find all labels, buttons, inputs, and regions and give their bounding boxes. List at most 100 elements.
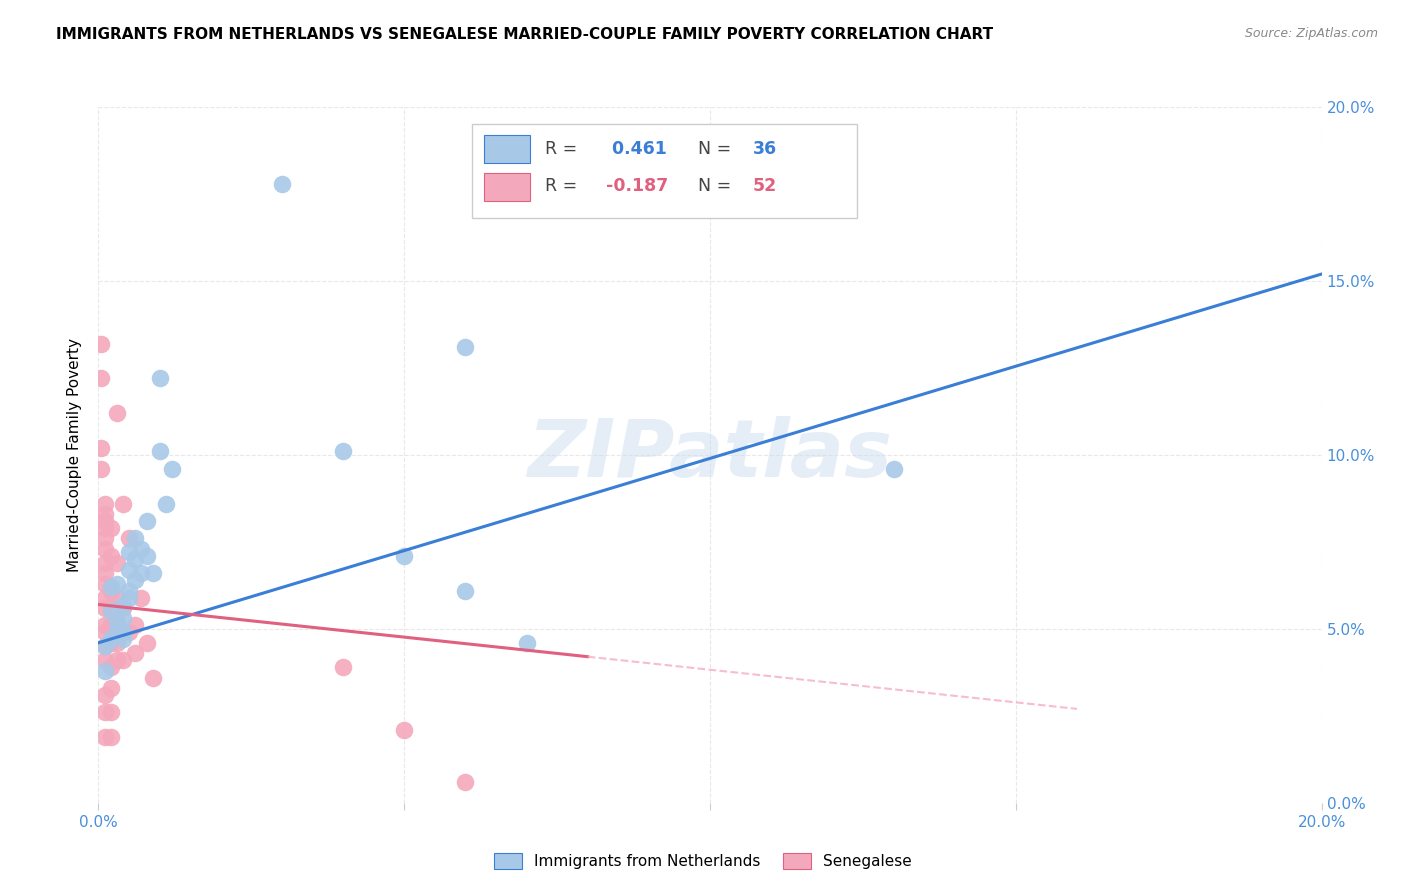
- Point: [93, 521, 115, 535]
- Point: [93, 618, 115, 632]
- Point: [93, 688, 115, 702]
- Point: [111, 601, 134, 615]
- Point: [155, 497, 177, 511]
- Point: [93, 507, 115, 521]
- Point: [100, 632, 122, 647]
- Point: [105, 636, 128, 650]
- Point: [105, 556, 128, 570]
- Text: R =: R =: [546, 177, 582, 194]
- Point: [118, 591, 141, 605]
- Point: [124, 573, 146, 587]
- Point: [105, 576, 128, 591]
- Point: [111, 625, 134, 640]
- Y-axis label: Married-Couple Family Poverty: Married-Couple Family Poverty: [67, 338, 83, 572]
- Point: [392, 549, 416, 563]
- Text: 0.461: 0.461: [606, 140, 666, 158]
- Point: [90, 462, 112, 476]
- Point: [93, 532, 115, 546]
- Point: [111, 625, 134, 640]
- Text: 52: 52: [752, 177, 778, 194]
- Point: [142, 566, 165, 581]
- Point: [90, 336, 112, 351]
- Point: [883, 462, 905, 476]
- Point: [118, 563, 141, 577]
- Point: [392, 723, 416, 737]
- Point: [100, 601, 122, 615]
- Point: [111, 632, 134, 647]
- Text: Source: ZipAtlas.com: Source: ZipAtlas.com: [1244, 27, 1378, 40]
- Point: [100, 549, 122, 563]
- Point: [111, 611, 134, 625]
- Point: [93, 566, 115, 581]
- Point: [100, 681, 122, 695]
- Point: [129, 591, 152, 605]
- Point: [149, 371, 172, 385]
- Bar: [471, 124, 856, 219]
- Point: [93, 556, 115, 570]
- Point: [93, 497, 115, 511]
- Point: [454, 583, 477, 598]
- Text: IMMIGRANTS FROM NETHERLANDS VS SENEGALESE MARRIED-COUPLE FAMILY POVERTY CORRELAT: IMMIGRANTS FROM NETHERLANDS VS SENEGALES…: [56, 27, 994, 42]
- Point: [93, 625, 115, 640]
- Point: [136, 514, 159, 528]
- Bar: [484, 173, 530, 201]
- Text: N =: N =: [697, 140, 737, 158]
- Point: [454, 340, 477, 354]
- Point: [118, 583, 141, 598]
- Point: [93, 653, 115, 667]
- Point: [100, 580, 122, 594]
- Point: [111, 598, 134, 612]
- Point: [332, 660, 354, 674]
- Point: [668, 201, 690, 215]
- Point: [100, 660, 122, 674]
- Point: [129, 566, 152, 581]
- Point: [100, 730, 122, 744]
- Point: [93, 730, 115, 744]
- Point: [516, 636, 538, 650]
- Point: [100, 605, 122, 619]
- Point: [93, 639, 115, 653]
- Point: [100, 521, 122, 535]
- Point: [118, 625, 141, 640]
- Text: 36: 36: [752, 140, 778, 158]
- Point: [118, 545, 141, 559]
- Point: [100, 636, 122, 650]
- Text: -0.187: -0.187: [606, 177, 668, 194]
- Point: [105, 406, 128, 420]
- Point: [332, 444, 354, 458]
- Point: [105, 625, 128, 640]
- Point: [105, 653, 128, 667]
- Point: [124, 618, 146, 632]
- Point: [124, 646, 146, 660]
- Point: [129, 541, 152, 556]
- Point: [93, 664, 115, 678]
- Point: [93, 576, 115, 591]
- Point: [100, 706, 122, 720]
- Point: [93, 706, 115, 720]
- Point: [100, 618, 122, 632]
- Point: [90, 441, 112, 455]
- Text: ZIPatlas: ZIPatlas: [527, 416, 893, 494]
- Point: [270, 177, 292, 191]
- Point: [124, 532, 146, 546]
- Point: [93, 601, 115, 615]
- Point: [136, 636, 159, 650]
- Point: [105, 591, 128, 605]
- Point: [160, 462, 183, 476]
- Point: [93, 514, 115, 528]
- Point: [93, 591, 115, 605]
- Point: [136, 549, 159, 563]
- Point: [93, 541, 115, 556]
- Point: [111, 497, 134, 511]
- Point: [149, 444, 172, 458]
- Point: [454, 775, 477, 789]
- Bar: [484, 135, 530, 162]
- Text: N =: N =: [697, 177, 737, 194]
- Point: [105, 618, 128, 632]
- Point: [118, 532, 141, 546]
- Point: [105, 615, 128, 629]
- Point: [93, 639, 115, 653]
- Point: [142, 671, 165, 685]
- Text: R =: R =: [546, 140, 582, 158]
- Point: [111, 653, 134, 667]
